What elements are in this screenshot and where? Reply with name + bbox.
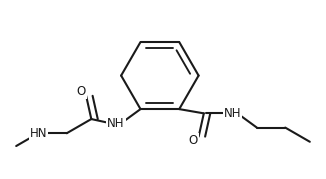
Text: NH: NH (224, 107, 241, 120)
Text: O: O (76, 85, 86, 98)
Text: NH: NH (107, 117, 125, 130)
Text: O: O (189, 134, 198, 147)
Text: HN: HN (30, 127, 47, 140)
